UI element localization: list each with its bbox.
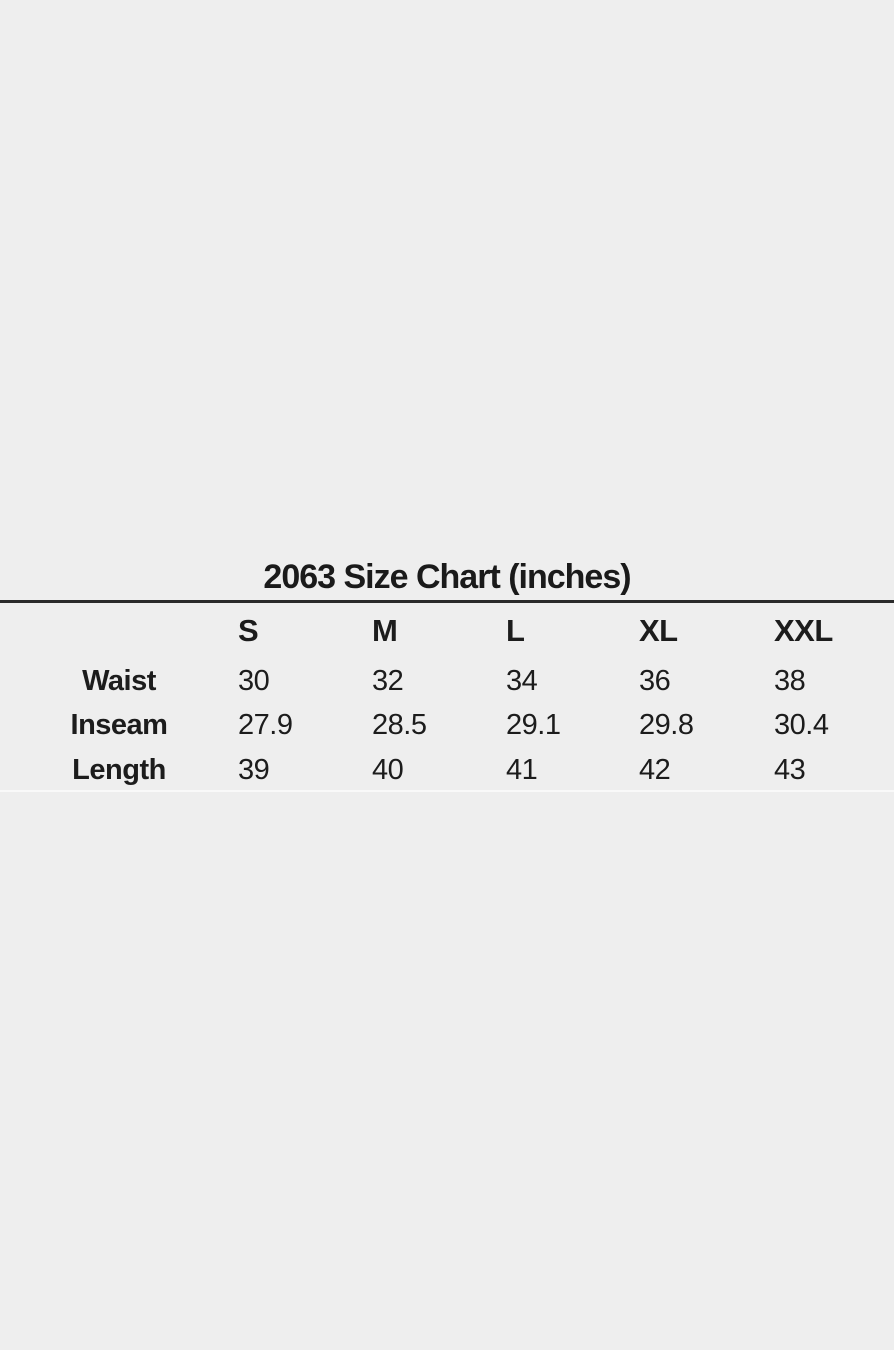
column-header-l: L	[506, 613, 525, 648]
column-header-m: M	[372, 613, 398, 648]
cell-length-l: 41	[506, 753, 538, 786]
cell-waist-xl: 36	[639, 664, 671, 697]
cell-waist-m: 32	[372, 664, 404, 697]
cell-waist-s: 30	[238, 664, 270, 697]
row-label-length: Length	[72, 753, 166, 786]
size-table: S M L XL XXL Waist 30 32 34 36 38 Inseam…	[0, 603, 894, 792]
cell-inseam-l: 29.1	[506, 709, 561, 741]
cell-inseam-s: 27.9	[238, 709, 293, 741]
cell-inseam-m: 28.5	[372, 709, 427, 741]
cell-waist-xxl: 38	[774, 664, 806, 697]
column-header-xl: XL	[639, 613, 678, 648]
cell-length-s: 39	[238, 753, 270, 786]
size-chart-title: 2063 Size Chart (inches)	[263, 558, 631, 596]
cell-length-xxl: 43	[774, 753, 806, 786]
cell-inseam-xl: 29.8	[639, 709, 694, 741]
cell-inseam-xxl: 30.4	[774, 709, 829, 741]
cell-length-xl: 42	[639, 753, 671, 786]
cell-length-m: 40	[372, 753, 404, 786]
table-corner-cell	[0, 603, 238, 659]
column-header-xxl: XXL	[774, 613, 833, 648]
cell-waist-l: 34	[506, 664, 538, 697]
row-label-inseam: Inseam	[70, 709, 168, 741]
title-divider-line	[0, 600, 894, 603]
bottom-divider-line	[0, 790, 894, 792]
column-header-s: S	[238, 613, 259, 648]
row-label-waist: Waist	[82, 664, 156, 697]
